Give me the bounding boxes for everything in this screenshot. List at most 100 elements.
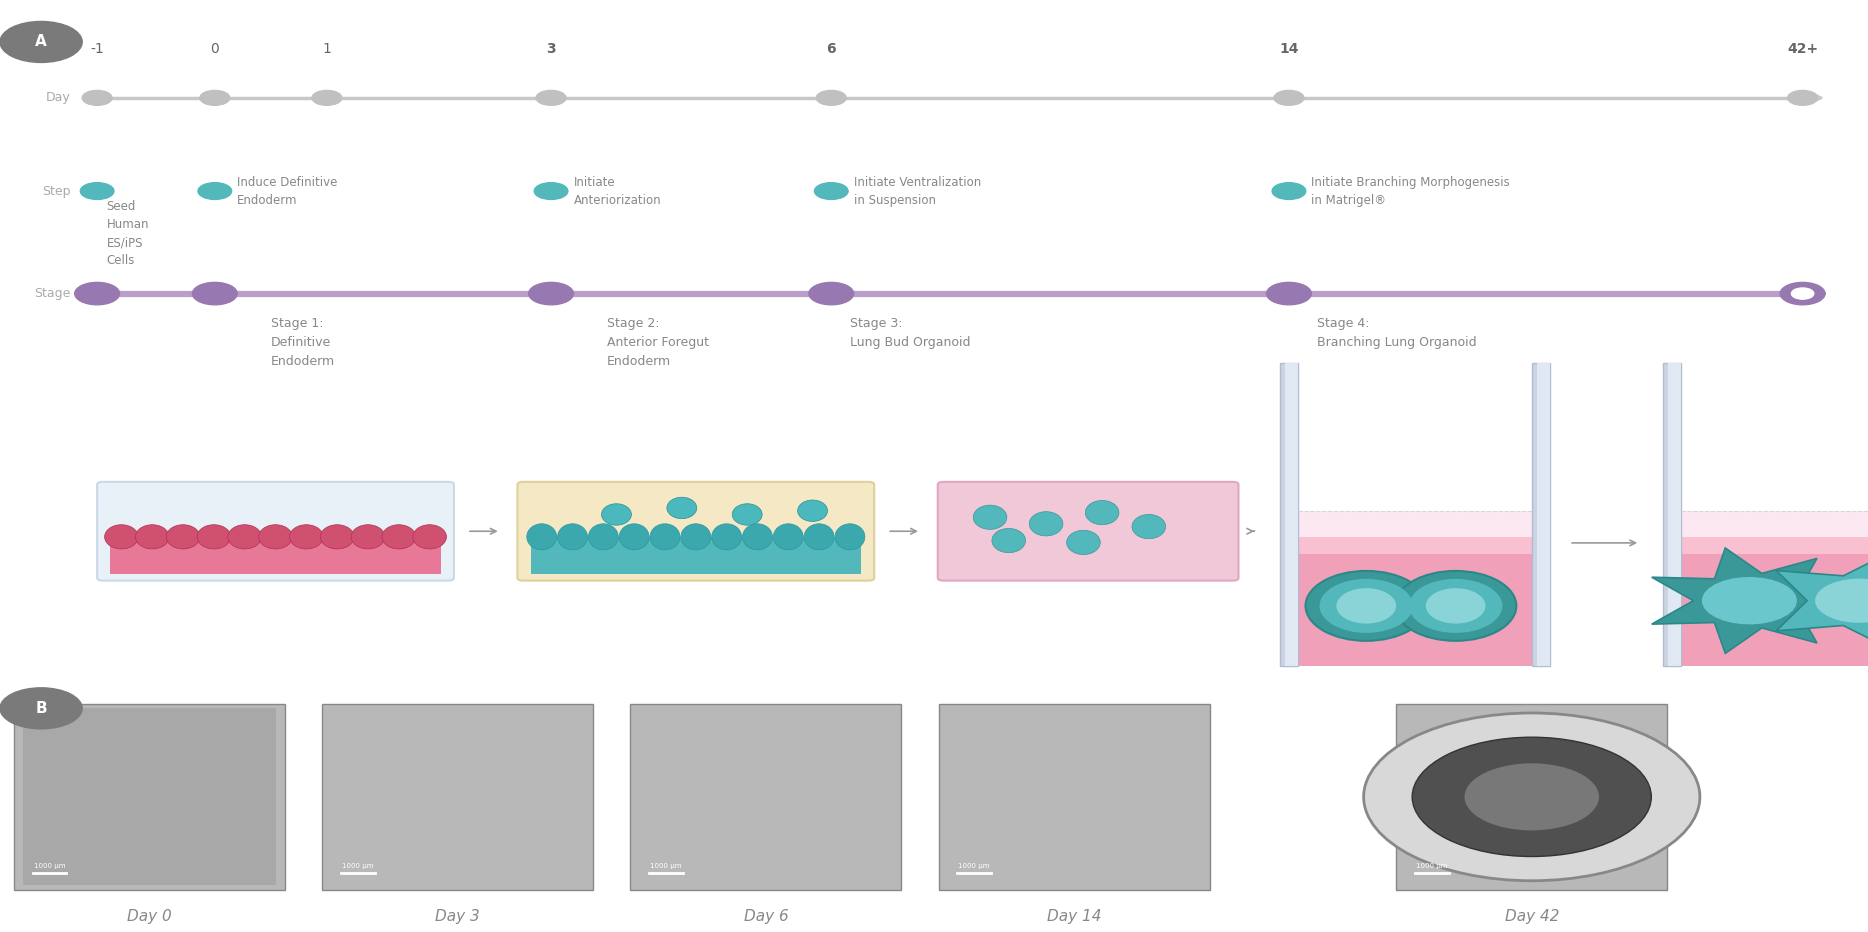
Circle shape <box>1274 90 1304 105</box>
Bar <box>630 704 900 890</box>
Ellipse shape <box>835 524 865 550</box>
Bar <box>1668 363 1681 666</box>
Ellipse shape <box>228 525 262 549</box>
Bar <box>1537 363 1550 666</box>
Bar <box>1298 511 1532 537</box>
Bar <box>110 537 441 574</box>
Circle shape <box>814 183 848 199</box>
Circle shape <box>1788 90 1818 105</box>
Ellipse shape <box>136 525 170 549</box>
Bar <box>1397 704 1668 890</box>
Ellipse shape <box>321 525 355 549</box>
FancyBboxPatch shape <box>517 482 874 581</box>
Ellipse shape <box>559 524 588 550</box>
Text: 1000 μm: 1000 μm <box>34 863 65 869</box>
Ellipse shape <box>527 524 557 550</box>
Circle shape <box>1364 713 1700 881</box>
Text: 14: 14 <box>1280 42 1298 56</box>
FancyBboxPatch shape <box>97 482 454 581</box>
Circle shape <box>529 282 573 305</box>
Text: Seed
Human
ES/iPS
Cells: Seed Human ES/iPS Cells <box>106 200 149 267</box>
Bar <box>1298 537 1532 554</box>
Circle shape <box>80 183 114 199</box>
Ellipse shape <box>732 503 762 526</box>
Bar <box>1681 554 1868 666</box>
Ellipse shape <box>1425 588 1485 624</box>
Text: Stage 1:
Definitive
Endoderm: Stage 1: Definitive Endoderm <box>271 317 334 368</box>
Bar <box>1285 363 1298 666</box>
Ellipse shape <box>351 525 385 549</box>
Polygon shape <box>1816 579 1868 623</box>
Text: 3: 3 <box>545 42 557 56</box>
Bar <box>24 708 276 885</box>
Ellipse shape <box>166 525 200 549</box>
Circle shape <box>536 90 566 105</box>
Ellipse shape <box>588 524 618 550</box>
Text: Day 14: Day 14 <box>1046 909 1102 924</box>
Ellipse shape <box>773 524 803 550</box>
Ellipse shape <box>1319 579 1412 633</box>
Ellipse shape <box>1408 579 1502 633</box>
Circle shape <box>200 90 230 105</box>
Ellipse shape <box>743 524 773 550</box>
Ellipse shape <box>413 525 446 549</box>
Circle shape <box>1412 737 1651 857</box>
Ellipse shape <box>601 503 631 526</box>
Text: A: A <box>35 34 47 49</box>
Ellipse shape <box>1132 514 1166 539</box>
Text: Day: Day <box>47 91 71 104</box>
Ellipse shape <box>620 524 650 550</box>
Circle shape <box>312 90 342 105</box>
Text: Initiate Ventralization
in Suspension: Initiate Ventralization in Suspension <box>854 175 981 207</box>
Bar <box>938 704 1209 890</box>
Ellipse shape <box>1336 588 1395 624</box>
Ellipse shape <box>650 524 680 550</box>
Ellipse shape <box>667 498 697 518</box>
Text: Day 42: Day 42 <box>1504 909 1560 924</box>
Bar <box>531 537 861 574</box>
Circle shape <box>198 183 232 199</box>
Polygon shape <box>1702 577 1797 624</box>
Text: Stage 3:
Lung Bud Organoid: Stage 3: Lung Bud Organoid <box>850 317 971 349</box>
Circle shape <box>75 282 120 305</box>
Text: 42+: 42+ <box>1788 42 1818 56</box>
Text: 1000 μm: 1000 μm <box>342 863 374 869</box>
Ellipse shape <box>973 505 1007 529</box>
Bar <box>1532 363 1550 666</box>
Ellipse shape <box>105 525 138 549</box>
Text: Induce Definitive
Endoderm: Induce Definitive Endoderm <box>237 175 338 207</box>
Bar <box>1298 554 1532 666</box>
Text: Day 3: Day 3 <box>435 909 480 924</box>
Bar <box>1681 537 1868 554</box>
Bar <box>1663 363 1681 666</box>
Ellipse shape <box>992 528 1026 553</box>
Circle shape <box>1780 282 1825 305</box>
Ellipse shape <box>1085 500 1119 525</box>
Ellipse shape <box>1067 530 1100 555</box>
Bar <box>1681 511 1868 537</box>
Ellipse shape <box>1306 571 1427 641</box>
Text: 1000 μm: 1000 μm <box>958 863 990 869</box>
Ellipse shape <box>383 525 417 549</box>
Text: Stage 4:
Branching Lung Organoid: Stage 4: Branching Lung Organoid <box>1317 317 1476 349</box>
Text: Day 6: Day 6 <box>743 909 788 924</box>
Text: Initiate
Anteriorization: Initiate Anteriorization <box>573 175 661 207</box>
FancyBboxPatch shape <box>938 482 1238 581</box>
Ellipse shape <box>198 525 232 549</box>
Circle shape <box>0 688 82 729</box>
Text: Stage 2:
Anterior Foregut
Endoderm: Stage 2: Anterior Foregut Endoderm <box>607 317 710 368</box>
Ellipse shape <box>682 524 712 550</box>
Circle shape <box>1267 282 1311 305</box>
Text: 0: 0 <box>211 42 219 56</box>
Text: 1000 μm: 1000 μm <box>1416 863 1448 869</box>
Circle shape <box>534 183 568 199</box>
Circle shape <box>0 21 82 62</box>
Polygon shape <box>1651 548 1859 653</box>
Circle shape <box>192 282 237 305</box>
Text: Initiate Branching Morphogenesis
in Matrigel®: Initiate Branching Morphogenesis in Matr… <box>1311 175 1509 207</box>
Ellipse shape <box>712 524 742 550</box>
Circle shape <box>1272 183 1306 199</box>
Bar <box>1280 363 1298 666</box>
Circle shape <box>816 90 846 105</box>
Ellipse shape <box>258 525 293 549</box>
